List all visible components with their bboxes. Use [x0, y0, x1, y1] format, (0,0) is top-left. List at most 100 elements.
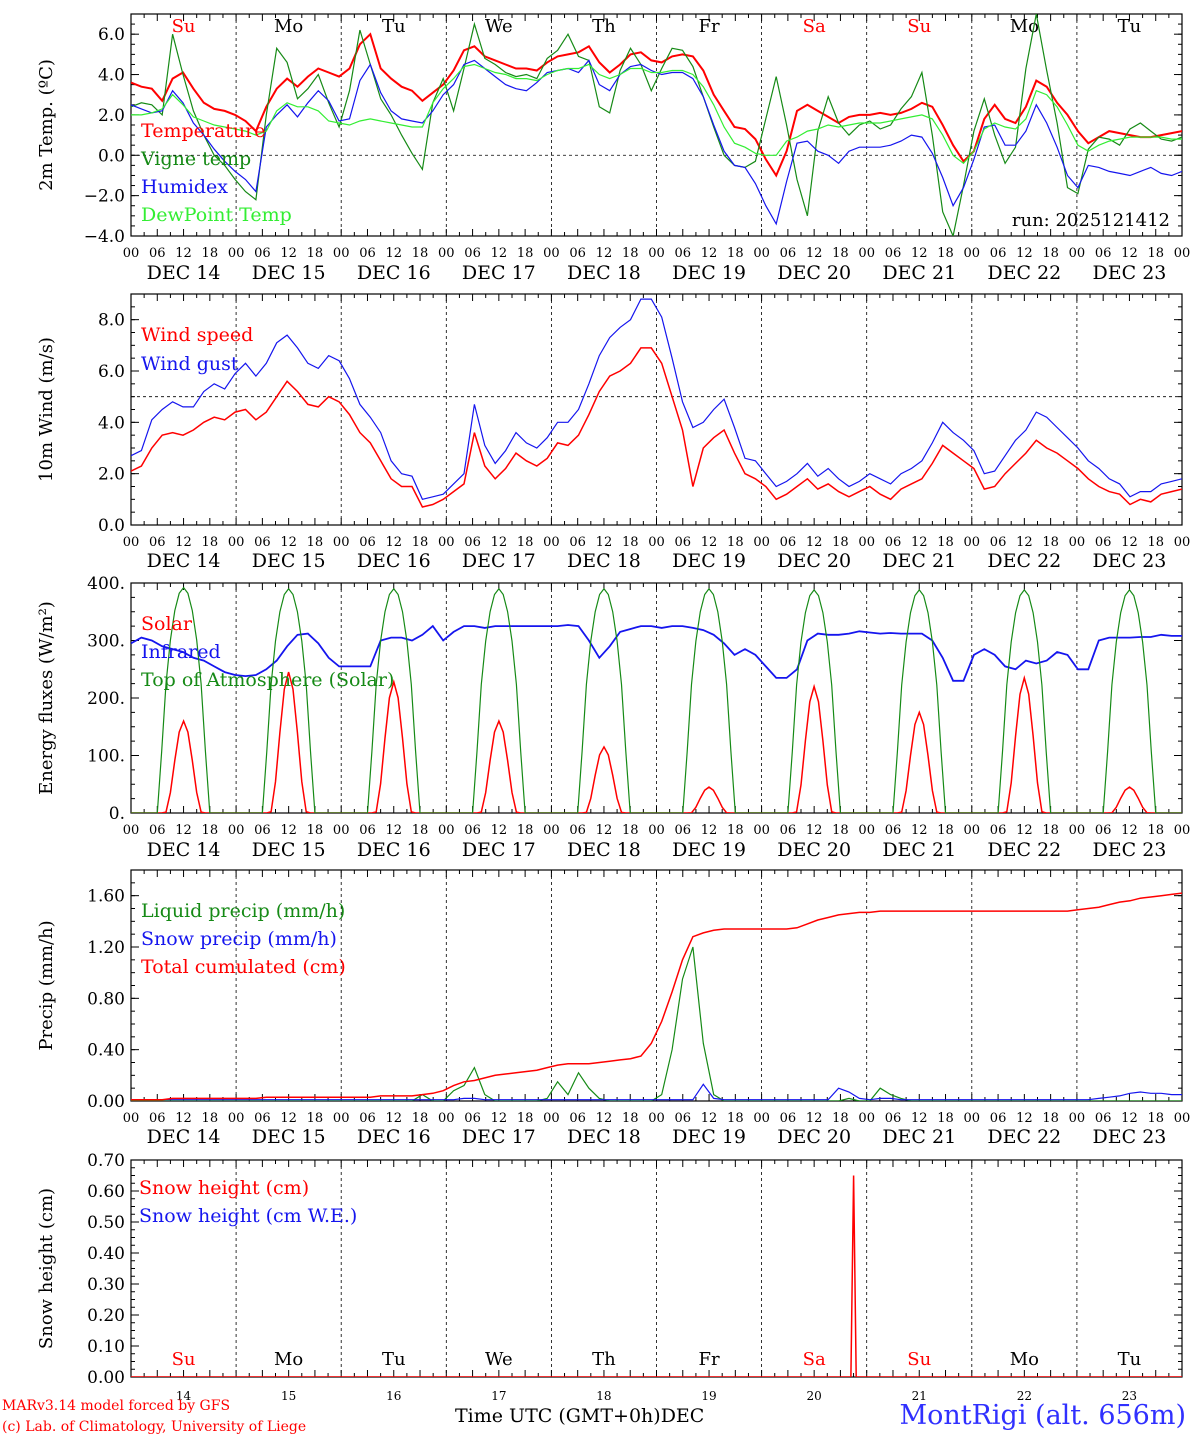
series-line-total-cumulated-cm- — [131, 892, 1182, 1101]
date-label: DEC 14 — [147, 1126, 221, 1148]
hour-label: 00 — [1069, 1111, 1086, 1126]
hour-label: 18 — [412, 823, 429, 838]
hour-label: 12 — [1016, 535, 1033, 550]
hour-label: 12 — [806, 823, 823, 838]
day-number-label: 17 — [491, 1389, 506, 1403]
y-tick-label: 0.0 — [98, 516, 125, 536]
hour-label: 12 — [701, 246, 718, 261]
hour-label: 00 — [858, 535, 875, 550]
hour-label: 06 — [149, 246, 166, 261]
hour-label: 18 — [832, 246, 849, 261]
legend-entry: Wind speed — [141, 324, 253, 346]
date-label: DEC 15 — [252, 1126, 326, 1148]
hour-label: 00 — [858, 1111, 875, 1126]
hour-label: 12 — [175, 535, 192, 550]
hour-label: 00 — [964, 1111, 981, 1126]
hour-label: 00 — [1174, 823, 1191, 838]
hour-label: 00 — [123, 535, 140, 550]
time-axis-title: Time UTC (GMT+0h)DEC — [455, 1405, 704, 1427]
hour-label: 06 — [569, 246, 586, 261]
hour-label: 12 — [596, 246, 613, 261]
hour-label: 00 — [543, 1111, 560, 1126]
month-label: DEC — [660, 1405, 705, 1427]
date-label: DEC 14 — [147, 550, 221, 572]
hour-label: 18 — [1042, 1111, 1059, 1126]
hour-label: 18 — [1042, 823, 1059, 838]
day-of-week-label: Su — [907, 16, 931, 37]
hour-label: 12 — [175, 246, 192, 261]
panel-temp: −4.0 −2.0 0.0 2.0 4.0 6.0 2m Temp. (ºC) 00 06 12 1… — [36, 13, 1190, 284]
hour-label: 00 — [858, 823, 875, 838]
hour-label: 00 — [648, 535, 665, 550]
hour-label: 00 — [753, 1111, 770, 1126]
date-label: DEC 18 — [567, 839, 641, 861]
hour-label: 06 — [254, 823, 271, 838]
y-tick-label: 1.20 — [87, 938, 125, 958]
legend-entry: Snow height (cm W.E.) — [139, 1205, 357, 1227]
hour-label: 12 — [385, 535, 402, 550]
hour-label: 18 — [937, 535, 954, 550]
hour-label: 12 — [596, 535, 613, 550]
hour-label: 00 — [123, 246, 140, 261]
date-label: DEC 19 — [672, 262, 746, 284]
hour-label: 00 — [228, 535, 245, 550]
day-of-week-label: Mo — [274, 1349, 303, 1370]
date-label: DEC 21 — [882, 262, 956, 284]
day-of-week-label: Mo — [1010, 1349, 1039, 1370]
legend-entry: Wind gust — [141, 353, 239, 375]
hour-label: 00 — [858, 246, 875, 261]
hour-label: 12 — [175, 1111, 192, 1126]
hour-label: 00 — [438, 1111, 455, 1126]
date-label: DEC 19 — [672, 1126, 746, 1148]
hour-label: 06 — [359, 1111, 376, 1126]
hour-label: 12 — [280, 535, 297, 550]
day-of-week-label: Fr — [699, 1349, 720, 1370]
hour-label: 06 — [780, 1111, 797, 1126]
hour-label: 06 — [149, 823, 166, 838]
day-number-label: 19 — [701, 1389, 716, 1403]
hour-label: 12 — [1016, 1111, 1033, 1126]
y-tick-label: 0.00 — [87, 1092, 125, 1112]
hour-label: 12 — [1121, 535, 1138, 550]
series-line-temperature — [131, 32, 1182, 178]
day-of-week-label: Sa — [803, 16, 826, 37]
hour-label: 18 — [1147, 246, 1164, 261]
legend-entry: Humidex — [141, 176, 228, 198]
hour-label: 12 — [280, 246, 297, 261]
y-tick-label: 0.40 — [87, 1041, 125, 1061]
hour-label: 12 — [385, 1111, 402, 1126]
series-line-solar — [131, 671, 1182, 813]
y-tick-label: 1.60 — [87, 887, 125, 907]
series-line-top-of-atmosphere-solar- — [131, 586, 1182, 813]
hour-label: 00 — [438, 823, 455, 838]
hour-label: 06 — [990, 535, 1007, 550]
y-tick-label: 0. — [109, 804, 125, 824]
hour-label: 12 — [491, 1111, 508, 1126]
hour-label: 00 — [648, 1111, 665, 1126]
hour-label: 00 — [333, 823, 350, 838]
model-credit: MARv3.14 model forced by GFS — [2, 1398, 231, 1414]
hour-label: 00 — [438, 246, 455, 261]
date-label: DEC 17 — [462, 1126, 536, 1148]
hour-label: 06 — [990, 246, 1007, 261]
hour-label: 06 — [569, 1111, 586, 1126]
hour-label: 12 — [385, 823, 402, 838]
date-label: DEC 16 — [357, 550, 431, 572]
date-label: DEC 20 — [777, 550, 851, 572]
date-label: DEC 20 — [777, 262, 851, 284]
y-tick-label: 300. — [87, 632, 125, 652]
legend-entry: DewPoint Temp — [141, 204, 292, 226]
hour-label: 18 — [1042, 535, 1059, 550]
date-label: DEC 19 — [672, 839, 746, 861]
hour-label: 06 — [254, 1111, 271, 1126]
y-tick-label: 8.0 — [98, 311, 125, 331]
lab-credit: (c) Lab. of Climatology, University of L… — [2, 1419, 307, 1435]
y-axis-label: Energy fluxes (W/m²) — [36, 601, 57, 795]
hour-label: 18 — [1147, 1111, 1164, 1126]
hour-label: 00 — [648, 246, 665, 261]
hour-label: 00 — [648, 823, 665, 838]
day-of-week-label: We — [485, 16, 513, 37]
hour-label: 06 — [464, 1111, 481, 1126]
hour-label: 12 — [1016, 246, 1033, 261]
